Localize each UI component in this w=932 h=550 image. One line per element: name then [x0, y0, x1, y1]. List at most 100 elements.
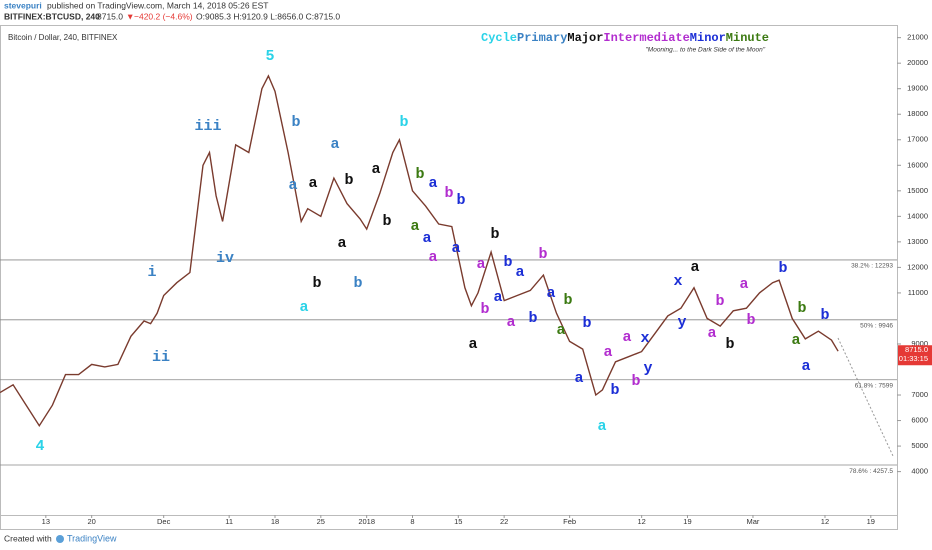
wave-label: b: [456, 192, 465, 209]
symbol: BITFINEX:BTCUSD, 240: [4, 11, 100, 21]
y-tick-label: 19000: [907, 84, 928, 93]
wave-label: y: [643, 360, 652, 377]
wave-label: y: [677, 314, 686, 331]
arrow: ▼: [126, 11, 134, 21]
wave-label: a: [428, 249, 437, 266]
wave-label: a: [371, 161, 380, 178]
x-tick-label: 15: [454, 517, 462, 526]
price-tag: [898, 345, 932, 366]
price-line: [0, 74, 839, 427]
wave-label: i: [147, 264, 156, 281]
x-tick-label: 11: [225, 517, 233, 526]
wave-label: a: [739, 276, 748, 293]
x-tick-label: 18: [271, 517, 279, 526]
fib-label: 50% : 9946: [860, 323, 893, 330]
y-tick-label: 17000: [907, 135, 928, 144]
wave-label: b: [344, 172, 353, 189]
wave-label: a: [451, 240, 460, 257]
wave-label: 4: [35, 438, 44, 455]
wave-label: a: [622, 329, 631, 346]
wave-label: b: [399, 114, 408, 131]
x-tick-label: 12: [821, 517, 829, 526]
y-tick-label: 4000: [911, 467, 928, 476]
price-tag-label: 8715.0: [905, 345, 928, 354]
x-tick-label: 25: [317, 517, 325, 526]
wave-label: a: [574, 370, 583, 387]
wave-label: a: [468, 336, 477, 353]
wave-label: b: [490, 226, 499, 243]
wave-label: b: [382, 213, 391, 230]
wave-label: a: [410, 218, 419, 235]
y-tick-label: 13000: [907, 237, 928, 246]
wave-label: a: [308, 175, 317, 192]
wave-label: ii: [152, 349, 170, 366]
y-tick-label: 11000: [908, 288, 928, 297]
footer-created: Created with: [4, 533, 52, 543]
wave-label: a: [690, 259, 699, 276]
wave-label: b: [778, 260, 787, 277]
wave-label: 5: [265, 48, 274, 65]
x-tick-label: Mar: [746, 517, 759, 526]
wave-label: a: [556, 322, 565, 339]
chart-title: Bitcoin / Dollar, 240, BITFINEX: [8, 33, 118, 42]
x-tick-label: 12: [637, 517, 645, 526]
wave-label: iv: [216, 250, 234, 267]
legend-entry: Primary: [517, 31, 567, 45]
wave-label: a: [506, 314, 515, 331]
x-tick-label: 2018: [358, 517, 375, 526]
x-tick-label: 19: [683, 517, 691, 526]
x-tick-label: 8: [410, 517, 414, 526]
legend-entry: Intermediate: [603, 31, 689, 45]
y-tick-label: 20000: [907, 58, 928, 67]
y-tick-label: 15000: [907, 186, 928, 195]
wave-label: a: [707, 325, 716, 342]
wave-label: a: [428, 175, 437, 192]
subtitle: "Mooning... to the Dark Side of the Moon…: [645, 47, 765, 54]
wave-label: x: [640, 330, 649, 347]
x-tick-label: 20: [87, 517, 95, 526]
author[interactable]: stevepuri: [4, 0, 42, 10]
y-tick-label: 5000: [911, 441, 928, 450]
wave-label: a: [603, 344, 612, 361]
wave-label: b: [582, 315, 591, 332]
legend-entry: Cycle: [481, 31, 517, 45]
published: published on TradingView.com, March 14, …: [47, 0, 268, 10]
wave-label: a: [337, 235, 346, 252]
y-tick-label: 14000: [907, 211, 928, 220]
wave-label: b: [503, 254, 512, 271]
wave-label: b: [312, 275, 321, 292]
wave-label: b: [631, 373, 640, 390]
wave-label: b: [610, 382, 619, 399]
legend-entry: Minute: [726, 31, 769, 45]
projection: [837, 337, 894, 457]
wave-label: b: [415, 166, 424, 183]
wave-label: b: [353, 275, 362, 292]
wave-label: a: [515, 264, 524, 281]
wave-label: x: [673, 273, 682, 290]
footer-brand[interactable]: TradingView: [67, 533, 117, 543]
wave-label: b: [725, 336, 734, 353]
fib-label: 38.2% : 12293: [851, 263, 893, 270]
wave-label: a: [299, 299, 308, 316]
price-tag-countdown: 01:33:15: [899, 354, 928, 363]
wave-label: b: [820, 307, 829, 324]
wave-label: a: [422, 230, 431, 247]
x-axis-frame: [0, 515, 898, 530]
wave-label: b: [528, 310, 537, 327]
x-tick-label: 13: [42, 517, 50, 526]
wave-label: a: [791, 332, 800, 349]
y-tick-label: 9000: [911, 339, 928, 348]
wave-label: a: [801, 358, 810, 375]
wave-label: b: [538, 246, 547, 263]
wave-label: a: [330, 136, 339, 153]
ohlc: O:9085.3 H:9120.9 L:8656.0 C:8715.0: [196, 11, 340, 21]
wave-label: iii: [194, 118, 221, 135]
x-tick-label: 22: [500, 517, 508, 526]
wave-label: b: [715, 293, 724, 310]
x-tick-label: Feb: [563, 517, 576, 526]
wave-label: a: [597, 418, 606, 435]
wave-label: a: [288, 177, 297, 194]
wave-label: b: [444, 185, 453, 202]
